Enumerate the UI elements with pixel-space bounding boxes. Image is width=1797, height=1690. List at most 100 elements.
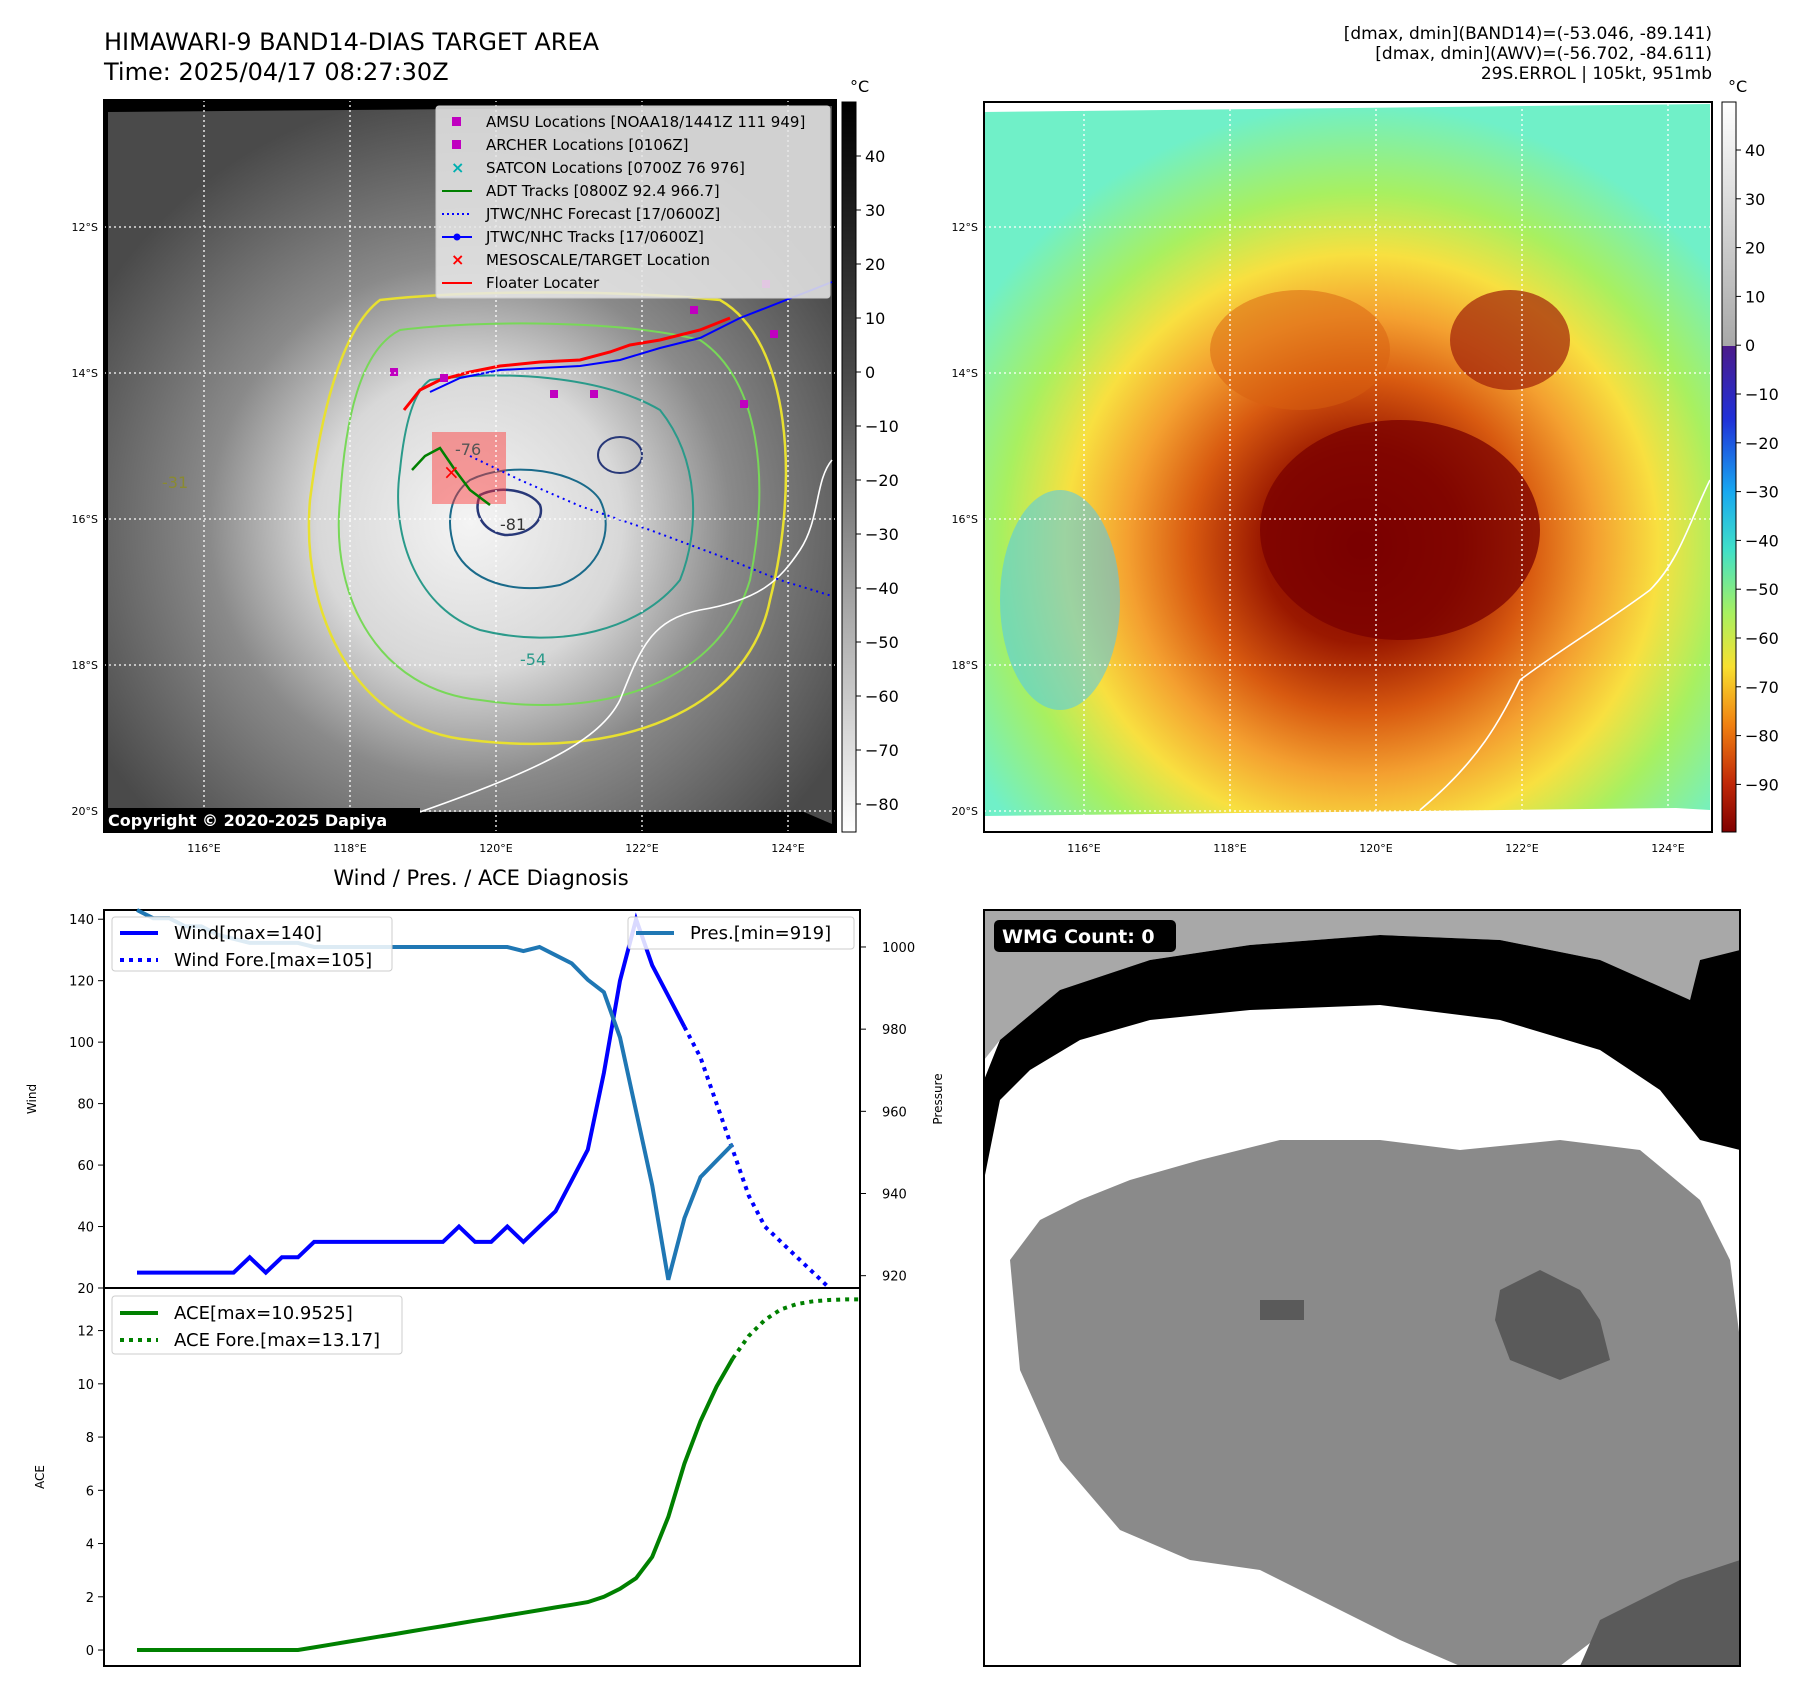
ace-ytick-label: 6 — [86, 1484, 94, 1499]
legend-label: ACE[max=10.9525] — [174, 1303, 353, 1324]
colorbar-tick-label: −50 — [865, 633, 899, 652]
lon-label: 122°E — [1505, 842, 1538, 855]
ace-chart: 0 2 4 6 8 10 12 ACE ACE[max=10.9525] ACE Fore.[ma… — [33, 1287, 862, 1667]
colorbar-tick-label: −70 — [865, 741, 899, 760]
colorbar-tick-label: −20 — [1745, 434, 1779, 453]
pressure-ytick-label: 1000 — [882, 941, 915, 956]
pressure-ytick-label: 940 — [882, 1188, 907, 1203]
colorbar-tick-label: −90 — [1745, 775, 1779, 794]
colorbar-ticks: 40 30 20 10 0 −10 −20 −30 −40 −50 −60 −70 −80 — [856, 147, 899, 814]
pressure-ytick-label: 980 — [882, 1023, 907, 1038]
legend-marker — [452, 117, 461, 126]
lat-label: 12°S — [952, 221, 978, 234]
ace-ytick-label: 4 — [86, 1538, 94, 1553]
wind-ytick-label: 80 — [77, 1098, 94, 1113]
series-line-0 — [137, 912, 687, 1276]
wind-ytick-label: 100 — [69, 1036, 94, 1051]
contour-core — [449, 468, 607, 589]
contour-label: -54 — [520, 650, 546, 669]
lon-label: 120°E — [479, 842, 512, 855]
colorbar-tick-label: −50 — [1745, 580, 1779, 599]
lon-label: 118°E — [1213, 842, 1246, 855]
target-marker: × — [443, 460, 460, 484]
coastline — [1419, 479, 1711, 811]
legend-label: ADT Tracks [0800Z 92.4 966.7] — [486, 182, 720, 200]
series-line-1 — [682, 1025, 831, 1290]
dark-core — [1260, 420, 1540, 640]
lat-label: 20°S — [952, 805, 978, 818]
figure-title: HIMAWARI-9 BAND14-DIAS TARGET AREA — [104, 28, 600, 56]
amsu-marker — [550, 390, 558, 398]
wind-ytick-label: 40 — [77, 1221, 94, 1236]
colorbar-tick-label: 0 — [1745, 336, 1755, 355]
wmg-dark-corner — [1580, 1560, 1740, 1666]
floater-track — [402, 316, 731, 411]
wind-pressure-chart: 20 40 60 80 100 120 140 920 940 960 980 1000 Wind Pre… — [25, 908, 945, 1297]
lon-label: 122°E — [625, 842, 658, 855]
ir-grayscale-map: × -76 -81 -54 -31 — [103, 99, 837, 833]
amsu-marker — [440, 374, 448, 382]
pressure-legend-box — [627, 916, 855, 950]
grayscale-colorbar: °C 40 30 20 10 0 −10 −20 −30 −40 −50 −60 −70 −80 — [841, 77, 899, 833]
ace-ytick-label: 0 — [86, 1644, 94, 1659]
colorbar-ramp-cold — [1722, 346, 1736, 832]
ace-series-line-0 — [137, 1357, 735, 1652]
copyright-box — [104, 808, 420, 832]
lon-label: 116°E — [187, 842, 220, 855]
wind-legend-box — [111, 916, 393, 972]
figure-time: Time: 2025/04/17 08:27:30Z — [103, 58, 449, 86]
legend-label: Wind[max=140] — [174, 923, 322, 944]
ace-ytick-label: 2 — [86, 1591, 94, 1606]
pressure-ytick-label: 920 — [882, 1270, 907, 1285]
colorbar-tick-label: 30 — [1745, 190, 1765, 209]
color-colorbar: °C 40 30 20 10 0 −10 −20 −30 −40 −50 −60 −70 −80 −90 — [1721, 77, 1779, 833]
jtwc-forecast — [469, 455, 833, 597]
legend-label: Floater Locater — [486, 274, 600, 292]
ace-axis-label: ACE — [33, 1465, 47, 1489]
colorbar-ramp — [841, 101, 857, 833]
contour-mid — [337, 322, 761, 706]
wmg-panel: WMG Count: 0 — [983, 909, 1741, 1667]
lat-label: 20°S — [72, 805, 98, 818]
ir-color-map — [983, 101, 1713, 833]
colorbar-tick-label: −40 — [865, 579, 899, 598]
wmg-dark-spot-2 — [1260, 1300, 1304, 1320]
wind-ytick-label: 140 — [69, 913, 94, 928]
colorbar-ramp-warm — [1722, 102, 1736, 346]
cold-cluster — [1450, 290, 1570, 390]
wind-ytick-label: 60 — [77, 1159, 94, 1174]
colorbar-tick-label: 20 — [1745, 239, 1765, 258]
stat-awv: [dmax, dmin](AWV)=(-56.702, -84.611) — [1375, 44, 1712, 64]
colorbar-tick-label: −70 — [1745, 678, 1779, 697]
wmg-label-box — [994, 920, 1176, 952]
legend-label: MESOSCALE/TARGET Location — [486, 251, 710, 269]
legend-marker — [452, 140, 461, 149]
coastline — [419, 459, 833, 813]
lon-label: 120°E — [1359, 842, 1392, 855]
contour-inner — [397, 374, 695, 639]
adt-track — [411, 446, 491, 506]
legend-label: ARCHER Locations [0106Z] — [486, 136, 689, 154]
colorbar-tick-label: −80 — [1745, 727, 1779, 746]
map-legend: AMSU Locations [NOAA18/1441Z 111 949] ARC… — [435, 105, 831, 299]
ace-plot-frame — [103, 1287, 861, 1667]
ace-legend-box — [111, 1295, 403, 1355]
wmg-black-ring — [984, 935, 1740, 1180]
ace-ytick-label: 12 — [77, 1325, 94, 1340]
wmg-label: WMG Count: 0 — [1002, 926, 1155, 948]
colorbar-unit: °C — [1728, 77, 1747, 96]
lon-label: 124°E — [771, 842, 804, 855]
legend-marker-dot — [453, 233, 461, 241]
lon-label: 116°E — [1067, 842, 1100, 855]
map1-lat-labels: 12°S 14°S 16°S 18°S 20°S — [72, 221, 98, 818]
colorbar-tick-label: −80 — [865, 795, 899, 814]
contour-label: -76 — [455, 440, 481, 459]
colorbar-tick-label: −30 — [865, 525, 899, 544]
ace-ytick-label: 8 — [86, 1431, 94, 1446]
contour-label: -81 — [500, 515, 526, 534]
copyright: Copyright © 2020-2025 Dapiya — [108, 811, 387, 830]
colorbar-tick-label: −10 — [865, 417, 899, 436]
clear-area — [1000, 490, 1120, 710]
legend-label: AMSU Locations [NOAA18/1441Z 111 949] — [486, 113, 805, 131]
colorbar-tick-label: 40 — [1745, 141, 1765, 160]
